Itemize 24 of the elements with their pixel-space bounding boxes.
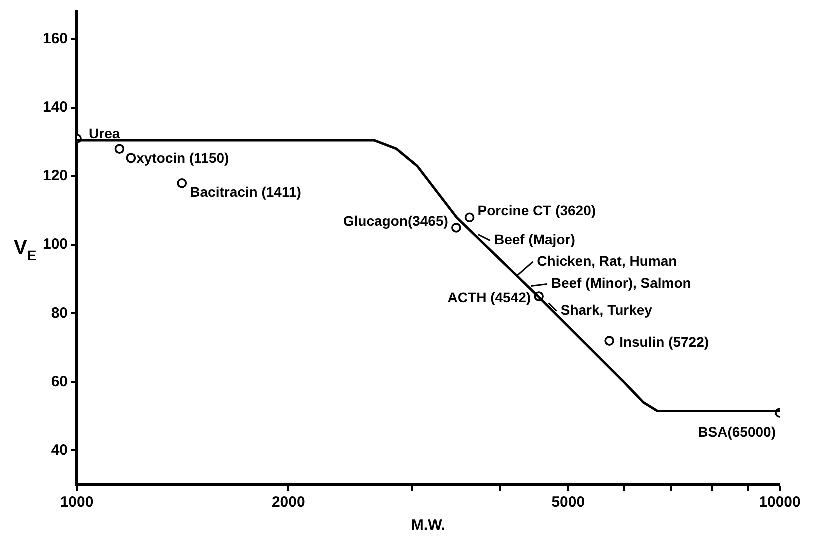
x-tick-label: 2000 bbox=[272, 494, 306, 512]
x-axis-title: M.W. bbox=[411, 517, 446, 534]
y-tick-label: 60 bbox=[51, 373, 68, 390]
annotation: Porcine CT (3620) bbox=[478, 202, 596, 219]
annotation: Shark, Turkey bbox=[560, 302, 653, 318]
y-tick-label: 40 bbox=[51, 442, 68, 459]
y-tick-label: 120 bbox=[42, 168, 68, 185]
annotation: Chicken, Rat, Human bbox=[537, 252, 678, 269]
annotation: ACTH (4542) bbox=[448, 289, 532, 306]
annotation: Urea bbox=[89, 126, 120, 142]
annotation: Oxytocin (1150) bbox=[126, 150, 230, 166]
y-tick-label: 80 bbox=[51, 304, 68, 322]
y-tick-label: 140 bbox=[42, 99, 68, 116]
annotation: Bacitracin (1411) bbox=[190, 184, 302, 200]
x-tick-label: 1000 bbox=[60, 494, 94, 512]
y-tick-label: 100 bbox=[42, 236, 68, 254]
y-tick-label: 160 bbox=[42, 30, 68, 48]
annotation: Insulin (5722) bbox=[620, 334, 710, 350]
annotation: BSA(65000) bbox=[698, 424, 776, 440]
annotation: Beef (Major) bbox=[494, 232, 576, 248]
annotation: Glucagon(3465) bbox=[343, 212, 448, 229]
annotation: Beef (Minor), Salmon bbox=[551, 275, 692, 292]
x-tick-label: 5000 bbox=[552, 494, 586, 512]
x-tick-label: 10000 bbox=[759, 494, 801, 512]
